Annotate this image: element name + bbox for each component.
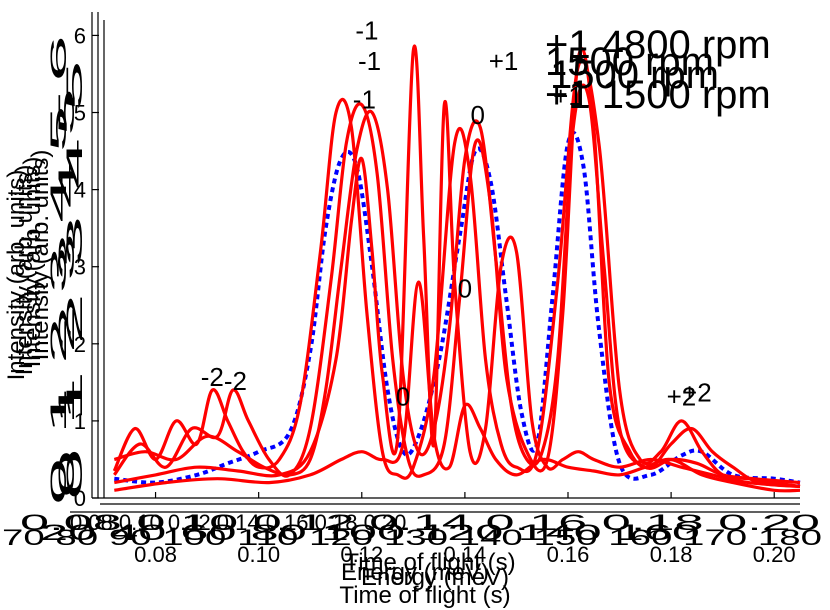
y-tick-label: 2 bbox=[74, 332, 86, 357]
y-tick-label: 1 bbox=[74, 409, 86, 434]
x-tick-label: 0.12 bbox=[340, 542, 383, 567]
x-tick-label: 0.16 bbox=[547, 542, 590, 567]
ticks-layer: 0.08 0.10 0.12 0.14 0.16 0.18 0.20 0 1 2 3 4 5 6 bbox=[74, 23, 796, 567]
x-tick-label: 0.20 bbox=[753, 542, 796, 567]
y-tick-label: 0 bbox=[74, 486, 86, 511]
legend-entry-3: 1500 rpm bbox=[550, 53, 719, 97]
y-tick-row-overlay-3: 0 1 2 3 4 5 bbox=[54, 88, 79, 498]
x-tick-row-overlay-4: 20 40 60 80 100 120 140 160 bbox=[40, 520, 700, 545]
diffraction-order-label: 0 bbox=[471, 100, 485, 130]
diffraction-order-label: -1 bbox=[353, 85, 376, 115]
series-line-red-1 bbox=[112, 58, 801, 488]
x-tick-label: 0.14 bbox=[443, 542, 486, 567]
y-tick-label: 3 bbox=[74, 255, 86, 280]
diffraction-order-label: -1 bbox=[358, 46, 381, 76]
diffraction-order-label: +1 bbox=[553, 81, 583, 111]
x-tick-row-overlay-1: 0.08 0.10 0.12 0.14 0.16 0.18 0.20 bbox=[70, 510, 406, 535]
legend-entry-2: 1500 rpm bbox=[545, 40, 714, 84]
y-axis-title-overlay-2: Intensity (arb. units) bbox=[27, 150, 54, 361]
y-tick-row-overlay-2: 0 1 2 3 4 5 bbox=[62, 60, 87, 500]
legend-entry-1: +1 4800 rpm bbox=[545, 23, 771, 67]
diffraction-order-label: 0 bbox=[458, 274, 472, 304]
series-layer bbox=[112, 44, 801, 493]
x-axis-title-overlay-1: Energy (meV) bbox=[341, 559, 489, 586]
axes-layer bbox=[70, 12, 800, 513]
y-axis-title-overlay-3: Intensity (arb. units) bbox=[3, 170, 30, 381]
x-axis-title: Time of flight (s) bbox=[339, 582, 510, 609]
legend-entry-4: +1 1500 rpm bbox=[545, 73, 771, 117]
y-tick-row-overlay-1: 0 1 2 3 4 5 6 bbox=[46, 35, 71, 505]
y-tick-label: 6 bbox=[74, 23, 86, 48]
series-line-red-2 bbox=[113, 47, 801, 488]
x-tick-row-overlay-3: 0.08 0.10 0.12 0.14 0.16 0.18 0.20 bbox=[20, 510, 820, 535]
diffraction-order-label: -1 bbox=[355, 15, 378, 45]
x-tick-row-overlay-2: 70 80 90 100 110 120 130 140 150 160 170… bbox=[2, 525, 822, 550]
diffraction-order-label: +2 bbox=[682, 378, 712, 408]
diffraction-order-label: 0 bbox=[396, 381, 410, 411]
x-axis-title-overlay-2: Energy (meV) bbox=[361, 564, 509, 591]
x-tick-label: 0.08 bbox=[134, 542, 177, 567]
diffraction-order-label: +1 bbox=[489, 46, 519, 76]
x-tick-label: 0.18 bbox=[650, 542, 693, 567]
series-line-red-3 bbox=[113, 83, 801, 485]
series-line-dotted-blue bbox=[114, 130, 801, 485]
x-tick-label: 0.10 bbox=[237, 542, 280, 567]
diffraction-order-label: -2 bbox=[224, 366, 247, 396]
y-axis-title-overlay-1: Intensity (arb. units) bbox=[19, 157, 46, 368]
series-line-red-4 bbox=[114, 44, 801, 488]
diffraction-order-label: +2 bbox=[667, 381, 697, 411]
series-line-red-5 bbox=[114, 280, 801, 493]
y-axis-title: Intensity (arb. units) bbox=[11, 165, 38, 376]
y-tick-label: 4 bbox=[74, 178, 86, 203]
y-tick-label: 5 bbox=[74, 101, 86, 126]
diffraction-order-label: -2 bbox=[201, 362, 224, 392]
x-axis-title-overlay-3: Time of flight (s) bbox=[344, 549, 515, 576]
